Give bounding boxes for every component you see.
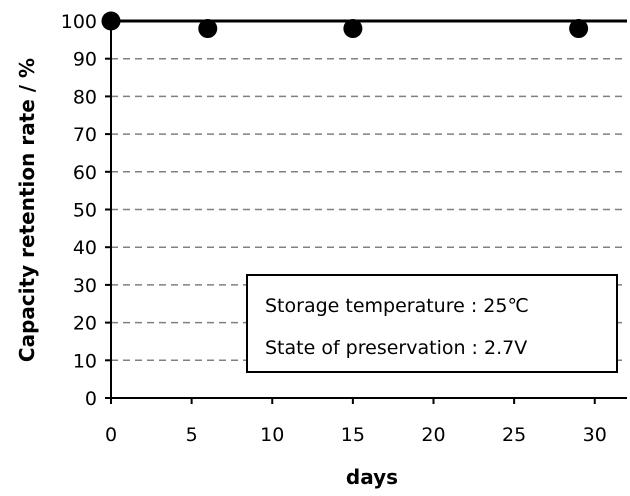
x-tick-label-15: 15	[341, 424, 365, 446]
y-tick-label-0: 0	[85, 388, 97, 410]
x-tick-label-25: 25	[502, 424, 526, 446]
annotation-border	[246, 274, 618, 373]
y-tick-label-40: 40	[73, 237, 97, 259]
y-tick-label-80: 80	[73, 86, 97, 108]
annotation-box: Storage temperature : 25℃ State of prese…	[246, 274, 618, 373]
y-tick-label-70: 70	[73, 124, 97, 146]
x-tick-label-10: 10	[260, 424, 284, 446]
y-tick-label-50: 50	[73, 200, 97, 222]
data-point-0-2	[343, 19, 363, 39]
x-tick-label-30: 30	[583, 424, 607, 446]
annotation-line-2: State of preservation : 2.7V	[265, 337, 527, 359]
x-axis-title: days	[346, 465, 398, 489]
x-tick-label-5: 5	[186, 424, 198, 446]
y-axis-title: Capacity retention rate / %	[15, 58, 39, 362]
axes	[105, 19, 627, 404]
data-point-0-3	[569, 19, 589, 39]
y-tick-label-100: 100	[61, 11, 97, 33]
data-points	[101, 11, 589, 39]
annotation-line-1: Storage temperature : 25℃	[265, 295, 529, 317]
data-point-0-1	[198, 19, 218, 39]
y-tick-label-10: 10	[73, 350, 97, 372]
y-tick-labels: 0 10 20 30 40 50 60 70 80 90 100	[61, 11, 97, 410]
y-tick-label-20: 20	[73, 313, 97, 335]
x-tick-label-20: 20	[421, 424, 445, 446]
x-tick-labels: 0 5 10 15 20 25 30	[105, 424, 607, 446]
y-tick-label-90: 90	[73, 49, 97, 71]
data-point-0-0	[101, 11, 121, 31]
y-tick-label-30: 30	[73, 275, 97, 297]
x-tick-label-0: 0	[105, 424, 117, 446]
y-tick-label-60: 60	[73, 162, 97, 184]
